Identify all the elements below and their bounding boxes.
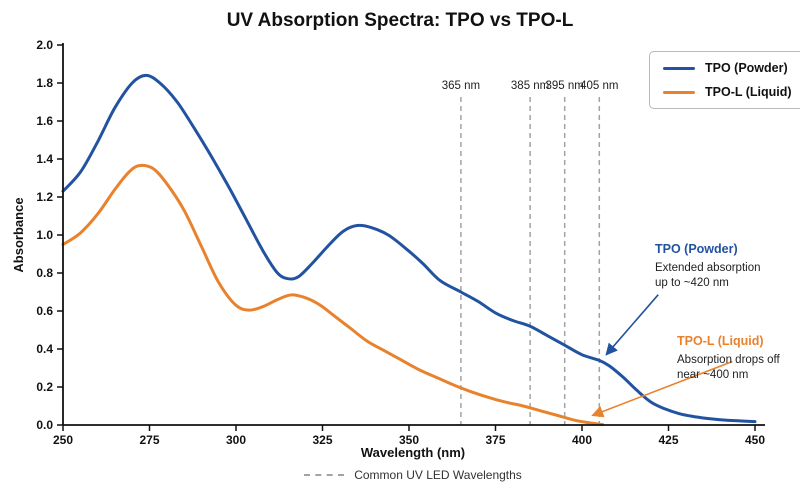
- annotation-tpo-line1: Extended absorption: [655, 261, 761, 274]
- y-tick-label-0.4: 0.4: [36, 342, 53, 356]
- tpol-curve: [61, 163, 605, 427]
- y-tick-label-1.6: 1.6: [36, 114, 53, 128]
- tpol-annotation-arrow: [591, 360, 733, 418]
- tpo-line-swatch: [663, 66, 695, 70]
- annotation-tpol-title: TPO-L (Liquid): [677, 334, 764, 348]
- x-tick-label-325: 325: [312, 433, 332, 447]
- led-line-label-405: 405 nm: [580, 80, 618, 92]
- legend-label-tpol: TPO-L (Liquid): [705, 85, 792, 99]
- led-legend-label: Common UV LED Wavelengths: [354, 468, 522, 482]
- chart-title: UV Absorption Spectra: TPO vs TPO-L: [226, 10, 574, 31]
- led-wavelengths-legend: Common UV LED Wavelengths: [63, 468, 763, 482]
- legend-item-tpo: TPO (Powder): [663, 61, 792, 75]
- dashed-line-swatch: [304, 474, 345, 476]
- x-tick-label-400: 400: [572, 433, 592, 447]
- led-line-label-365: 365 nm: [442, 80, 480, 92]
- x-tick-label-450: 450: [745, 433, 765, 447]
- annotation-tpol-line1: Absorption drops off: [677, 353, 780, 366]
- annotation-tpol-line2: near ~400 nm: [677, 369, 749, 382]
- led-line-label-395: 395 nm: [546, 80, 584, 92]
- y-tick-label-1.4: 1.4: [36, 152, 53, 166]
- y-tick-label-1.2: 1.2: [36, 190, 53, 204]
- x-tick-label-300: 300: [226, 433, 246, 447]
- annotation-tpo: TPO (Powder) Extended absorption up to ~…: [655, 241, 761, 292]
- y-tick-label-2.0: 2.0: [36, 38, 53, 52]
- x-axis-label: Wavelength (nm): [360, 445, 466, 460]
- tpo-annotation-arrow: [605, 294, 659, 356]
- tpol-line-swatch: [663, 90, 695, 94]
- y-tick-label-1.0: 1.0: [36, 228, 53, 242]
- led-line-label-385: 385 nm: [511, 80, 549, 92]
- x-tick-label-425: 425: [658, 433, 678, 447]
- annotation-tpo-line2: up to ~420 nm: [655, 277, 729, 290]
- y-axis-label: Absorbance: [11, 197, 26, 273]
- x-tick-label-275: 275: [139, 433, 159, 447]
- y-tick-label-0.0: 0.0: [36, 418, 53, 432]
- y-tick-label-0.8: 0.8: [36, 266, 53, 280]
- annotation-tpol: TPO-L (Liquid) Absorption drops off near…: [677, 333, 780, 384]
- y-tick-label-0.6: 0.6: [36, 304, 53, 318]
- y-tick-label-0.2: 0.2: [36, 380, 53, 394]
- x-tick-label-350: 350: [399, 433, 419, 447]
- x-tick-label-250: 250: [53, 433, 73, 447]
- y-tick-label-1.8: 1.8: [36, 76, 53, 90]
- legend-box: TPO (Powder) TPO-L (Liquid): [649, 51, 800, 109]
- x-tick-label-375: 375: [485, 433, 505, 447]
- tpo-curve: [61, 73, 757, 424]
- annotation-tpo-title: TPO (Powder): [655, 242, 738, 256]
- legend-label-tpo: TPO (Powder): [705, 61, 788, 75]
- legend-item-tpol: TPO-L (Liquid): [663, 85, 792, 99]
